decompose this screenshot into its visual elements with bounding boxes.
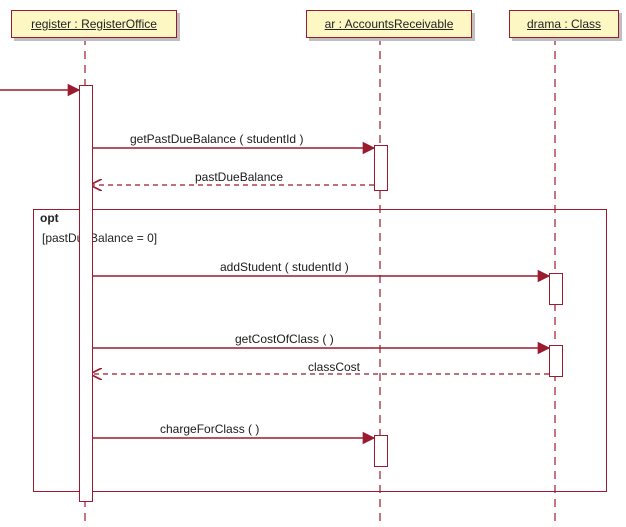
lifeline-box-ar: ar : AccountsReceivable — [306, 10, 472, 38]
msg-label: addStudent ( studentId ) — [220, 260, 349, 274]
lifeline-label: ar : AccountsReceivable — [325, 17, 454, 31]
opt-frame: opt — [33, 209, 607, 492]
lifeline-label: drama : Class — [527, 17, 601, 31]
lifeline-box-register: register : RegisterOffice — [11, 10, 177, 38]
activation-bar — [374, 145, 388, 191]
activation-bar — [374, 435, 388, 467]
lifeline-box-drama: drama : Class — [509, 10, 619, 38]
msg-label: getCostOfClass ( ) — [235, 332, 334, 346]
lifeline-label: register : RegisterOffice — [31, 17, 157, 31]
msg-label: getPastDueBalance ( studentId ) — [130, 132, 303, 146]
msg-label: classCost — [308, 360, 360, 374]
msg-label: chargeForClass ( ) — [160, 422, 259, 436]
activation-bar — [79, 85, 93, 502]
activation-bar — [549, 345, 563, 377]
activation-bar — [549, 273, 563, 305]
msg-label: pastDueBalance — [195, 170, 283, 184]
opt-guard: [pastDueBalance = 0] — [42, 231, 157, 245]
opt-tab: opt — [33, 209, 73, 226]
